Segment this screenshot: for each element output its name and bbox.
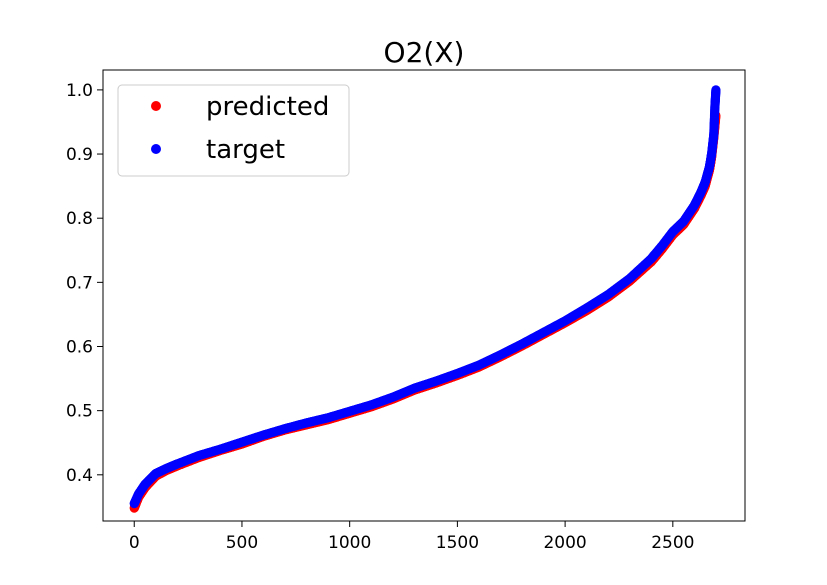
y-tick-label: 0.7 bbox=[66, 273, 93, 293]
legend-marker-target bbox=[151, 144, 161, 154]
x-tick-label: 1000 bbox=[328, 533, 371, 553]
legend-label-predicted: predicted bbox=[206, 92, 329, 122]
legend-box bbox=[117, 84, 350, 177]
y-tick-label: 0.6 bbox=[66, 338, 93, 358]
y-tick-label: 0.9 bbox=[66, 145, 93, 165]
plot-frame bbox=[102, 69, 746, 522]
point-target bbox=[711, 85, 721, 95]
x-tick-label: 500 bbox=[226, 533, 258, 553]
chart-title: O2(X) bbox=[384, 36, 465, 69]
axes-layer: 0 500 1000 1500 2000 2500 0.4 0.5 0.6 0.7 0.8 0.9 1.… bbox=[66, 81, 695, 553]
legend-marker-predicted bbox=[151, 101, 161, 111]
y-tick-label: 0.8 bbox=[66, 209, 93, 229]
x-tick-label: 1500 bbox=[436, 533, 479, 553]
points-layer bbox=[129, 85, 721, 513]
series-target bbox=[129, 85, 721, 509]
x-tick-label: 2500 bbox=[651, 533, 694, 553]
x-tick-label: 0 bbox=[129, 533, 140, 553]
y-tick-label: 0.5 bbox=[66, 402, 93, 422]
y-tick-label: 1.0 bbox=[66, 81, 93, 101]
x-tick-label: 2000 bbox=[543, 533, 586, 553]
y-tick-label: 0.4 bbox=[66, 466, 93, 486]
legend-label-target: target bbox=[206, 135, 285, 165]
legend: predicted target bbox=[117, 84, 350, 177]
